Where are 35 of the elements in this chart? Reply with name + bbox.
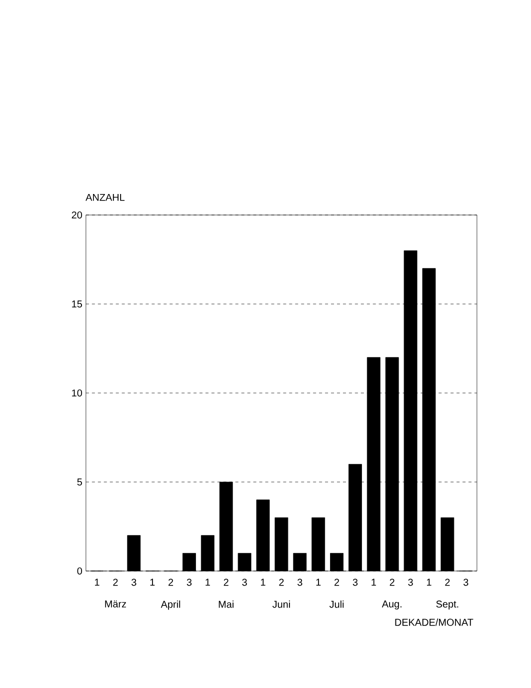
y-tick-label: 10 (72, 389, 82, 397)
x-tick-label: 3 (297, 578, 302, 586)
x-tick-label: 3 (242, 578, 247, 586)
x-tick-label: 1 (150, 578, 155, 586)
text: April (160, 600, 180, 610)
x-tick-label: 2 (113, 578, 118, 586)
text: Aug. (382, 600, 402, 610)
x-tick-label: 2 (445, 578, 450, 586)
x-tick-label: 3 (463, 578, 468, 586)
x-tick-label: 1 (206, 578, 210, 586)
x-tick-label: 1 (94, 578, 100, 586)
x-tick-label: 1 (426, 578, 432, 586)
text: März (105, 600, 126, 608)
x-tick-label: 2 (279, 578, 284, 586)
y-tick-label: 5 (77, 478, 82, 486)
x-tick-label: 3 (186, 578, 192, 586)
text: Juni (272, 600, 290, 608)
x-tick-label: 3 (131, 578, 136, 586)
y-tick-label: 20 (72, 211, 82, 219)
x-tick-label: 1 (372, 578, 376, 586)
x-tick-label: 3 (408, 578, 413, 586)
y-tick-label: 0 (77, 567, 82, 575)
y-tick-label: 15 (72, 300, 82, 308)
x-tick-label: 3 (352, 578, 358, 586)
x-tick-label: 2 (168, 578, 174, 586)
x-tick-label: 2 (334, 578, 340, 586)
x-tick-label: 1 (316, 578, 321, 586)
x-tick-label: 2 (224, 578, 228, 586)
y-axis-title: ANZAHL (86, 194, 125, 201)
x-tick-label: 1 (260, 578, 266, 586)
x-axis-title: DEKADE/MONAT (395, 618, 474, 626)
text: Mai (218, 600, 234, 608)
text: Sept. (436, 600, 458, 610)
x-tick-label: 2 (390, 578, 394, 586)
text: Juli (329, 600, 344, 608)
